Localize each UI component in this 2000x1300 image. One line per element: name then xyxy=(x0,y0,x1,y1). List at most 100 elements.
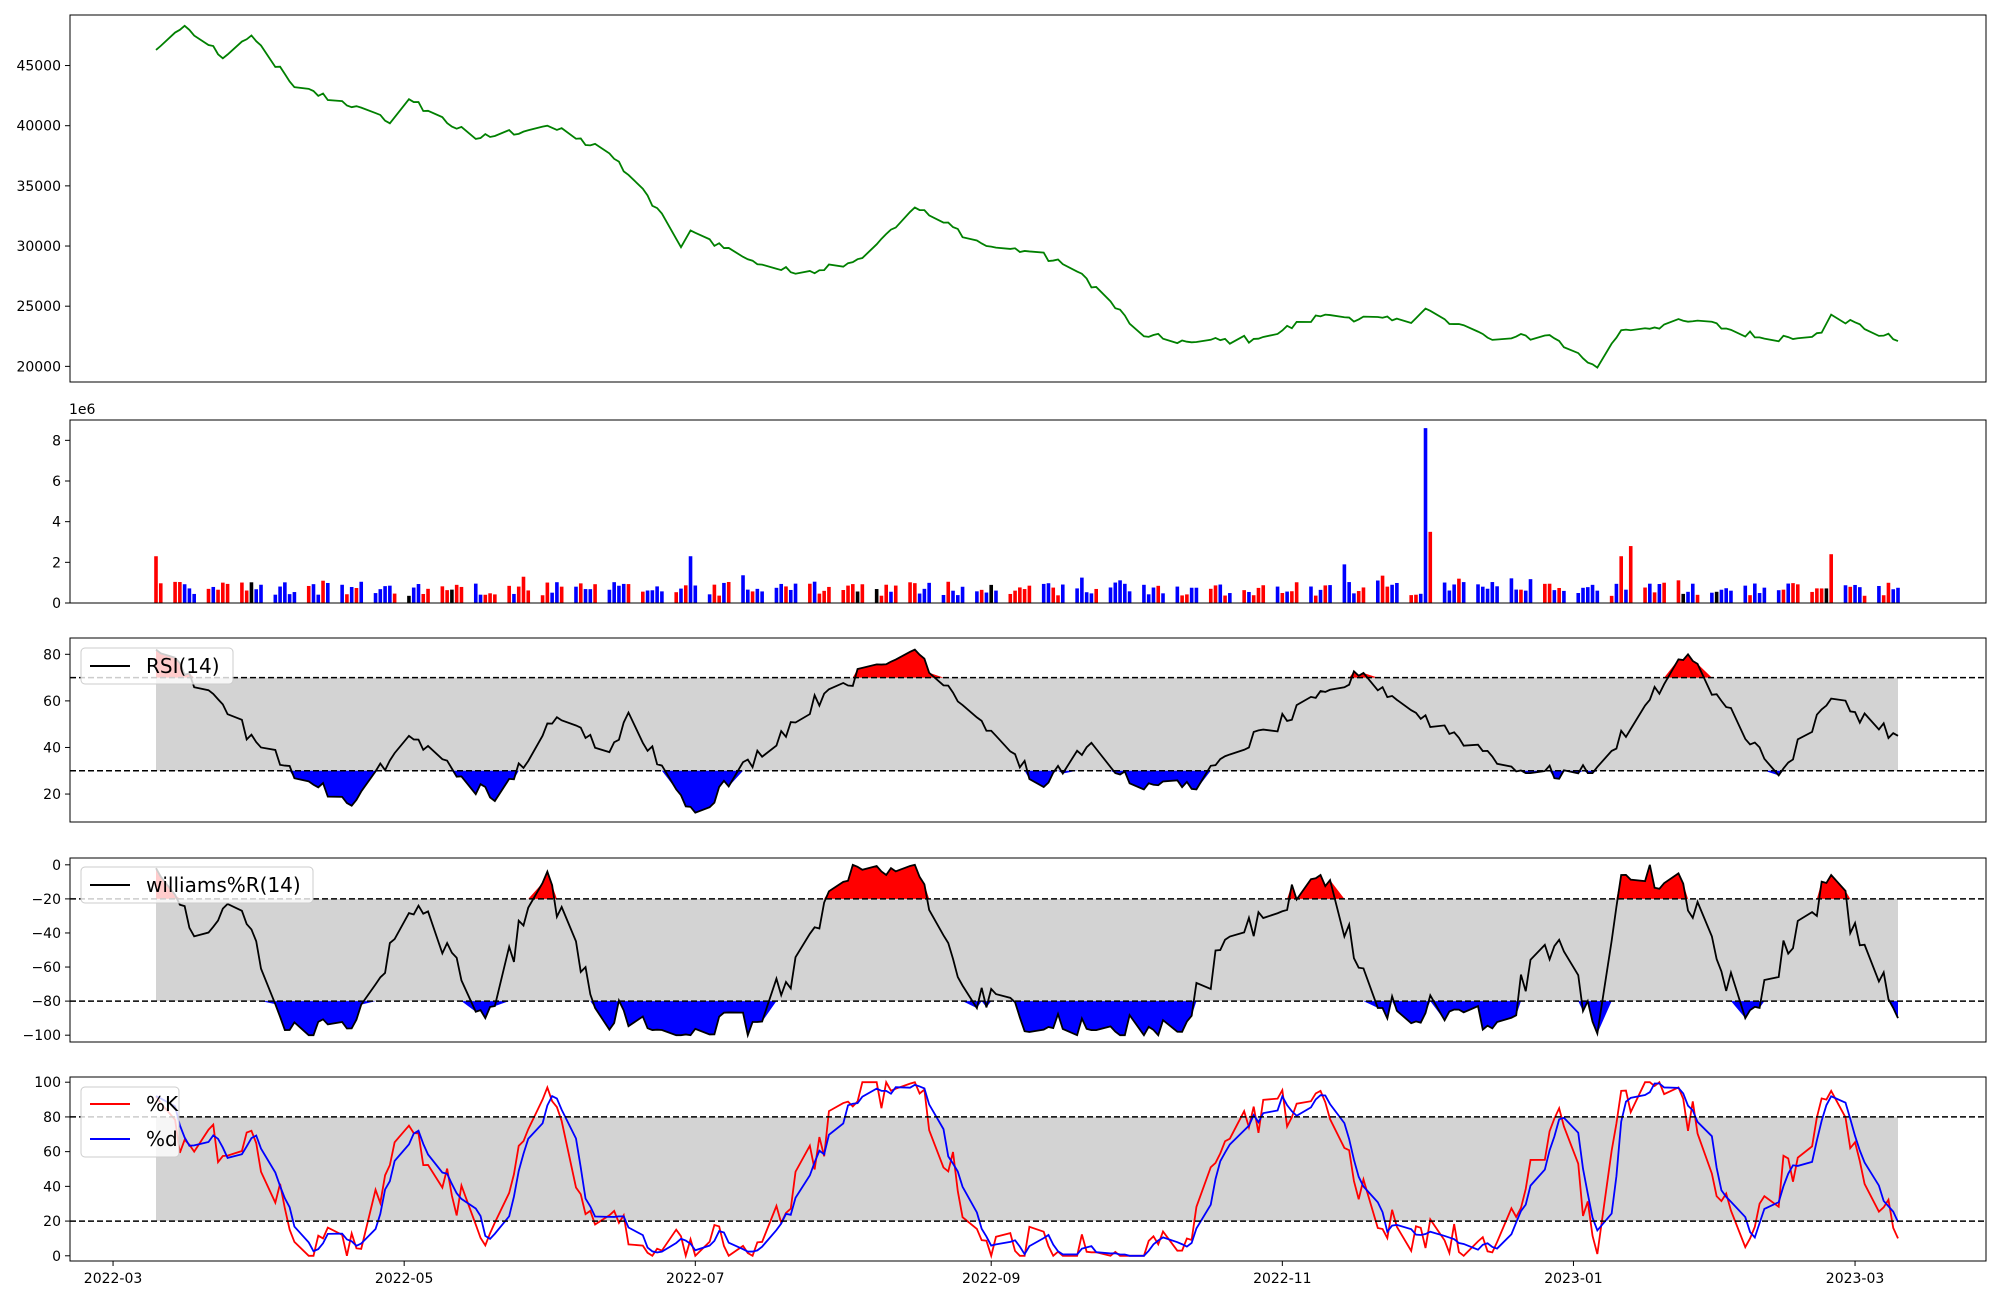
indicator-bands xyxy=(156,677,1898,1222)
volume-bar xyxy=(1552,590,1557,603)
volume-bar xyxy=(1815,588,1819,603)
d-legend-label: %d xyxy=(146,1127,178,1151)
x-tick-label: 2022-07 xyxy=(666,1271,725,1287)
volume-bar xyxy=(178,582,182,603)
volume-bar xyxy=(192,593,196,603)
volume-bar xyxy=(1710,592,1714,603)
volume-bar xyxy=(879,595,884,603)
price-axes-frame xyxy=(69,14,1987,383)
threshold-lines xyxy=(70,676,1986,1222)
volume-bar xyxy=(1490,582,1495,603)
volume-bar xyxy=(1285,591,1289,603)
volume-bar xyxy=(822,590,826,603)
volume-bar xyxy=(1318,589,1323,603)
volume-bar xyxy=(1080,577,1084,603)
price-ytick-label: 30000 xyxy=(16,239,61,255)
volume-bar xyxy=(683,585,688,603)
volume-bar xyxy=(1309,586,1313,603)
volume-bar xyxy=(1781,589,1786,603)
volume-bar xyxy=(483,594,488,603)
volume-bar xyxy=(154,556,158,603)
volume-bar xyxy=(760,591,764,603)
volume-bar xyxy=(187,588,192,603)
williams-ytick-label: −40 xyxy=(31,926,61,942)
volume-bar xyxy=(1810,591,1814,603)
volume-bar xyxy=(984,592,989,603)
volume-bar xyxy=(216,589,220,603)
williams-ytick-label: 0 xyxy=(52,858,61,874)
volume-bar xyxy=(1189,587,1194,603)
volume-bar xyxy=(1275,586,1280,603)
stochastic-ytick-label: 20 xyxy=(43,1214,61,1230)
price-ytick-label: 40000 xyxy=(16,119,61,135)
volume-bar xyxy=(349,587,354,603)
volume-bar xyxy=(211,586,216,603)
volume-bar xyxy=(1753,583,1757,603)
price-ytick-label: 35000 xyxy=(16,179,61,195)
volume-bar xyxy=(1046,583,1051,603)
rsi-ytick-label: 60 xyxy=(43,694,61,710)
volume-bar xyxy=(755,588,760,603)
volume-bar xyxy=(249,582,254,603)
volume-bar xyxy=(617,585,621,603)
volume-ytick-label: 4 xyxy=(52,515,61,531)
volume-bar xyxy=(1509,578,1514,603)
volume-bar xyxy=(1719,589,1724,603)
volume-bar xyxy=(221,582,225,603)
volume-bar xyxy=(578,583,583,603)
volume-bar xyxy=(326,582,330,603)
volume-bar xyxy=(1146,594,1151,603)
x-tick-label: 2023-01 xyxy=(1544,1271,1603,1287)
x-tick-label: 2022-11 xyxy=(1253,1271,1312,1287)
volume-bar xyxy=(1218,584,1223,603)
volume-bar xyxy=(1428,531,1433,603)
volume-bar xyxy=(612,582,616,603)
rsi-neutral-band xyxy=(156,677,1898,771)
volume-bar xyxy=(588,589,593,603)
volume-bar xyxy=(1724,588,1728,603)
volume-bar xyxy=(1791,583,1795,603)
volume-bar xyxy=(841,590,846,603)
volume-bar xyxy=(1151,587,1156,603)
volume-bar xyxy=(1089,593,1094,603)
volume-axes-frame xyxy=(69,419,1987,604)
volume-bar xyxy=(956,595,960,603)
volume-bar xyxy=(426,588,430,603)
volume-bar xyxy=(1194,587,1199,603)
volume-bar xyxy=(1576,593,1581,603)
volume-bar xyxy=(1022,589,1027,603)
volume-bar xyxy=(421,593,426,603)
volume-bar xyxy=(1127,591,1132,603)
volume-bar xyxy=(1819,588,1824,603)
volume-bar xyxy=(182,584,187,603)
stochastic-legend: %K %d xyxy=(80,1086,180,1158)
volume-bar xyxy=(746,589,750,603)
volume-bar xyxy=(851,584,855,603)
volume-bar xyxy=(941,594,946,603)
volume-bar xyxy=(1457,578,1461,603)
volume-bar xyxy=(278,586,282,603)
williams-ytick-label: −80 xyxy=(31,994,61,1010)
volume-bar xyxy=(927,582,931,603)
volume-bar xyxy=(206,588,211,603)
volume-bar xyxy=(1280,593,1285,603)
threshold-fills xyxy=(156,649,1898,1036)
volume-bar xyxy=(287,594,292,603)
volume-bar xyxy=(378,589,383,603)
volume-bar xyxy=(1442,582,1447,603)
volume-bar xyxy=(521,576,526,603)
rsi-ytick-label: 20 xyxy=(43,787,61,803)
volume-bar xyxy=(1395,582,1399,603)
volume-bar xyxy=(1261,585,1266,603)
volume-bar xyxy=(893,585,898,603)
volume-bar xyxy=(512,593,516,603)
volume-bar xyxy=(1786,583,1791,603)
volume-bar xyxy=(1018,587,1022,603)
volume-bar xyxy=(946,581,951,603)
volume-bar xyxy=(827,586,831,603)
volume-bar xyxy=(722,582,726,603)
volume-bar xyxy=(507,585,511,603)
volume-bar xyxy=(1027,585,1032,603)
volume-bar xyxy=(1657,584,1662,603)
volume-bar xyxy=(559,586,564,603)
